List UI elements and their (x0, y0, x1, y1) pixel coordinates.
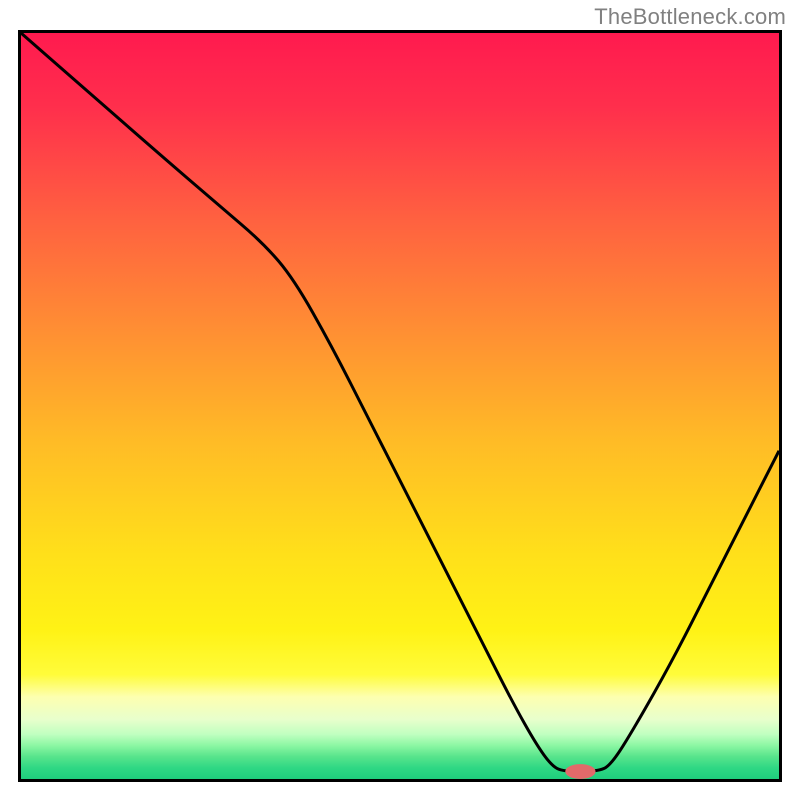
chart-overlay (21, 33, 779, 779)
chart-curve (21, 33, 779, 772)
watermark-text: TheBottleneck.com (594, 4, 786, 30)
chart-plot-area (18, 30, 782, 782)
chart-marker (565, 764, 595, 779)
